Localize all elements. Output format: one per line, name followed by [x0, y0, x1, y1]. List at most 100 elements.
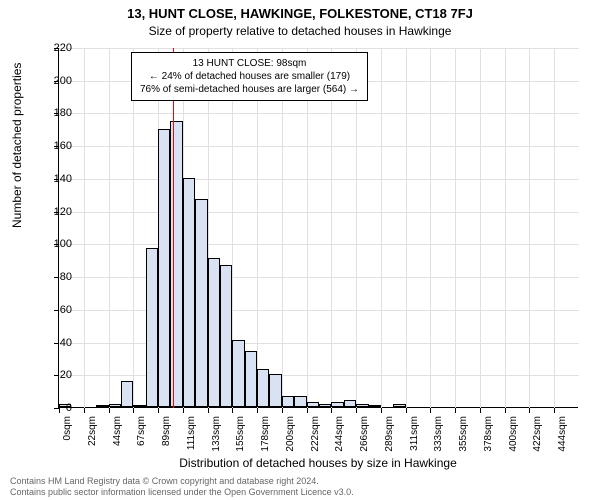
- xtick-label: 289sqm: [384, 416, 395, 452]
- histogram-bar: [331, 402, 343, 407]
- histogram-bar: [109, 404, 121, 407]
- xtick-label: 333sqm: [433, 416, 444, 452]
- xtick-label: 178sqm: [260, 416, 271, 452]
- footer-line1: Contains HM Land Registry data © Crown c…: [10, 476, 354, 487]
- gridline-v: [505, 48, 506, 408]
- ytick-label: 60: [42, 304, 72, 316]
- reference-line: [173, 48, 174, 408]
- xtick-label: 155sqm: [235, 416, 246, 452]
- xtick-mark: [430, 408, 431, 413]
- xtick-mark: [331, 408, 332, 413]
- gridline-v: [480, 48, 481, 408]
- xtick-label: 444sqm: [557, 416, 568, 452]
- xtick-mark: [232, 408, 233, 413]
- histogram-bar: [96, 405, 108, 407]
- ytick-label: 40: [42, 337, 72, 349]
- gridline-h: [59, 277, 579, 278]
- histogram-bar: [133, 405, 145, 407]
- xtick-label: 89sqm: [161, 416, 172, 446]
- histogram-bar: [146, 248, 158, 407]
- x-axis-label: Distribution of detached houses by size …: [58, 456, 578, 470]
- gridline-h: [59, 146, 579, 147]
- xtick-mark: [554, 408, 555, 413]
- xtick-mark: [84, 408, 85, 413]
- gridline-v: [257, 48, 258, 408]
- xtick-label: 266sqm: [359, 416, 370, 452]
- ytick-label: 80: [42, 271, 72, 283]
- xtick-label: 400sqm: [508, 416, 519, 452]
- histogram-bar: [344, 400, 356, 407]
- plot-area: 13 HUNT CLOSE: 98sqm← 24% of detached ho…: [58, 48, 578, 408]
- info-box-line3: 76% of semi-detached houses are larger (…: [140, 83, 359, 96]
- xtick-label: 244sqm: [334, 416, 345, 452]
- xtick-label: 111sqm: [186, 416, 197, 450]
- xtick-mark: [208, 408, 209, 413]
- title-main: 13, HUNT CLOSE, HAWKINGE, FOLKESTONE, CT…: [0, 6, 600, 21]
- ytick-label: 200: [42, 75, 72, 87]
- y-axis-label: Number of detached properties: [10, 63, 24, 228]
- xtick-mark: [356, 408, 357, 413]
- ytick-label: 180: [42, 107, 72, 119]
- xtick-label: 200sqm: [285, 416, 296, 452]
- xtick-label: 422sqm: [532, 416, 543, 452]
- gridline-h: [59, 212, 579, 213]
- ytick-label: 100: [42, 238, 72, 250]
- footer-line2: Contains public sector information licen…: [10, 487, 354, 498]
- gridline-h: [59, 179, 579, 180]
- histogram-bar: [393, 404, 405, 407]
- ytick-label: 120: [42, 206, 72, 218]
- gridline-h: [59, 375, 579, 376]
- xtick-label: 222sqm: [310, 416, 321, 452]
- histogram-bar: [282, 396, 294, 407]
- info-box: 13 HUNT CLOSE: 98sqm← 24% of detached ho…: [131, 52, 368, 101]
- gridline-h: [59, 343, 579, 344]
- ytick-label: 0: [42, 402, 72, 414]
- xtick-mark: [455, 408, 456, 413]
- xtick-mark: [406, 408, 407, 413]
- gridline-h: [59, 244, 579, 245]
- xtick-mark: [505, 408, 506, 413]
- xtick-mark: [109, 408, 110, 413]
- histogram-bar: [208, 258, 220, 407]
- xtick-mark: [529, 408, 530, 413]
- xtick-label: 22sqm: [87, 416, 98, 446]
- gridline-h: [59, 113, 579, 114]
- info-box-line1: 13 HUNT CLOSE: 98sqm: [140, 57, 359, 70]
- xtick-label: 378sqm: [483, 416, 494, 452]
- xtick-label: 133sqm: [211, 416, 222, 452]
- histogram-bar: [183, 178, 195, 407]
- histogram-bar: [220, 265, 232, 407]
- histogram-bar: [245, 351, 257, 407]
- histogram-bar: [319, 404, 331, 407]
- histogram-bar: [257, 369, 269, 407]
- gridline-v: [381, 48, 382, 408]
- xtick-mark: [282, 408, 283, 413]
- xtick-mark: [381, 408, 382, 413]
- gridline-v: [331, 48, 332, 408]
- histogram-bar: [294, 396, 306, 407]
- histogram-bar: [232, 340, 244, 407]
- footer-attribution: Contains HM Land Registry data © Crown c…: [10, 476, 354, 498]
- histogram-bar: [307, 402, 319, 407]
- xtick-label: 67sqm: [136, 416, 147, 446]
- xtick-label: 0sqm: [62, 416, 73, 440]
- gridline-v: [430, 48, 431, 408]
- histogram-bar: [369, 405, 381, 407]
- chart-container: 13, HUNT CLOSE, HAWKINGE, FOLKESTONE, CT…: [0, 0, 600, 500]
- ytick-label: 220: [42, 42, 72, 54]
- ytick-label: 20: [42, 369, 72, 381]
- gridline-v: [554, 48, 555, 408]
- info-box-line2: ← 24% of detached houses are smaller (17…: [140, 70, 359, 83]
- gridline-v: [455, 48, 456, 408]
- title-sub: Size of property relative to detached ho…: [0, 24, 600, 38]
- gridline-v: [307, 48, 308, 408]
- gridline-v: [529, 48, 530, 408]
- histogram-bar: [269, 374, 281, 407]
- xtick-mark: [257, 408, 258, 413]
- xtick-mark: [133, 408, 134, 413]
- gridline-v: [282, 48, 283, 408]
- xtick-label: 311sqm: [409, 416, 420, 451]
- xtick-mark: [183, 408, 184, 413]
- xtick-mark: [480, 408, 481, 413]
- gridline-h: [59, 310, 579, 311]
